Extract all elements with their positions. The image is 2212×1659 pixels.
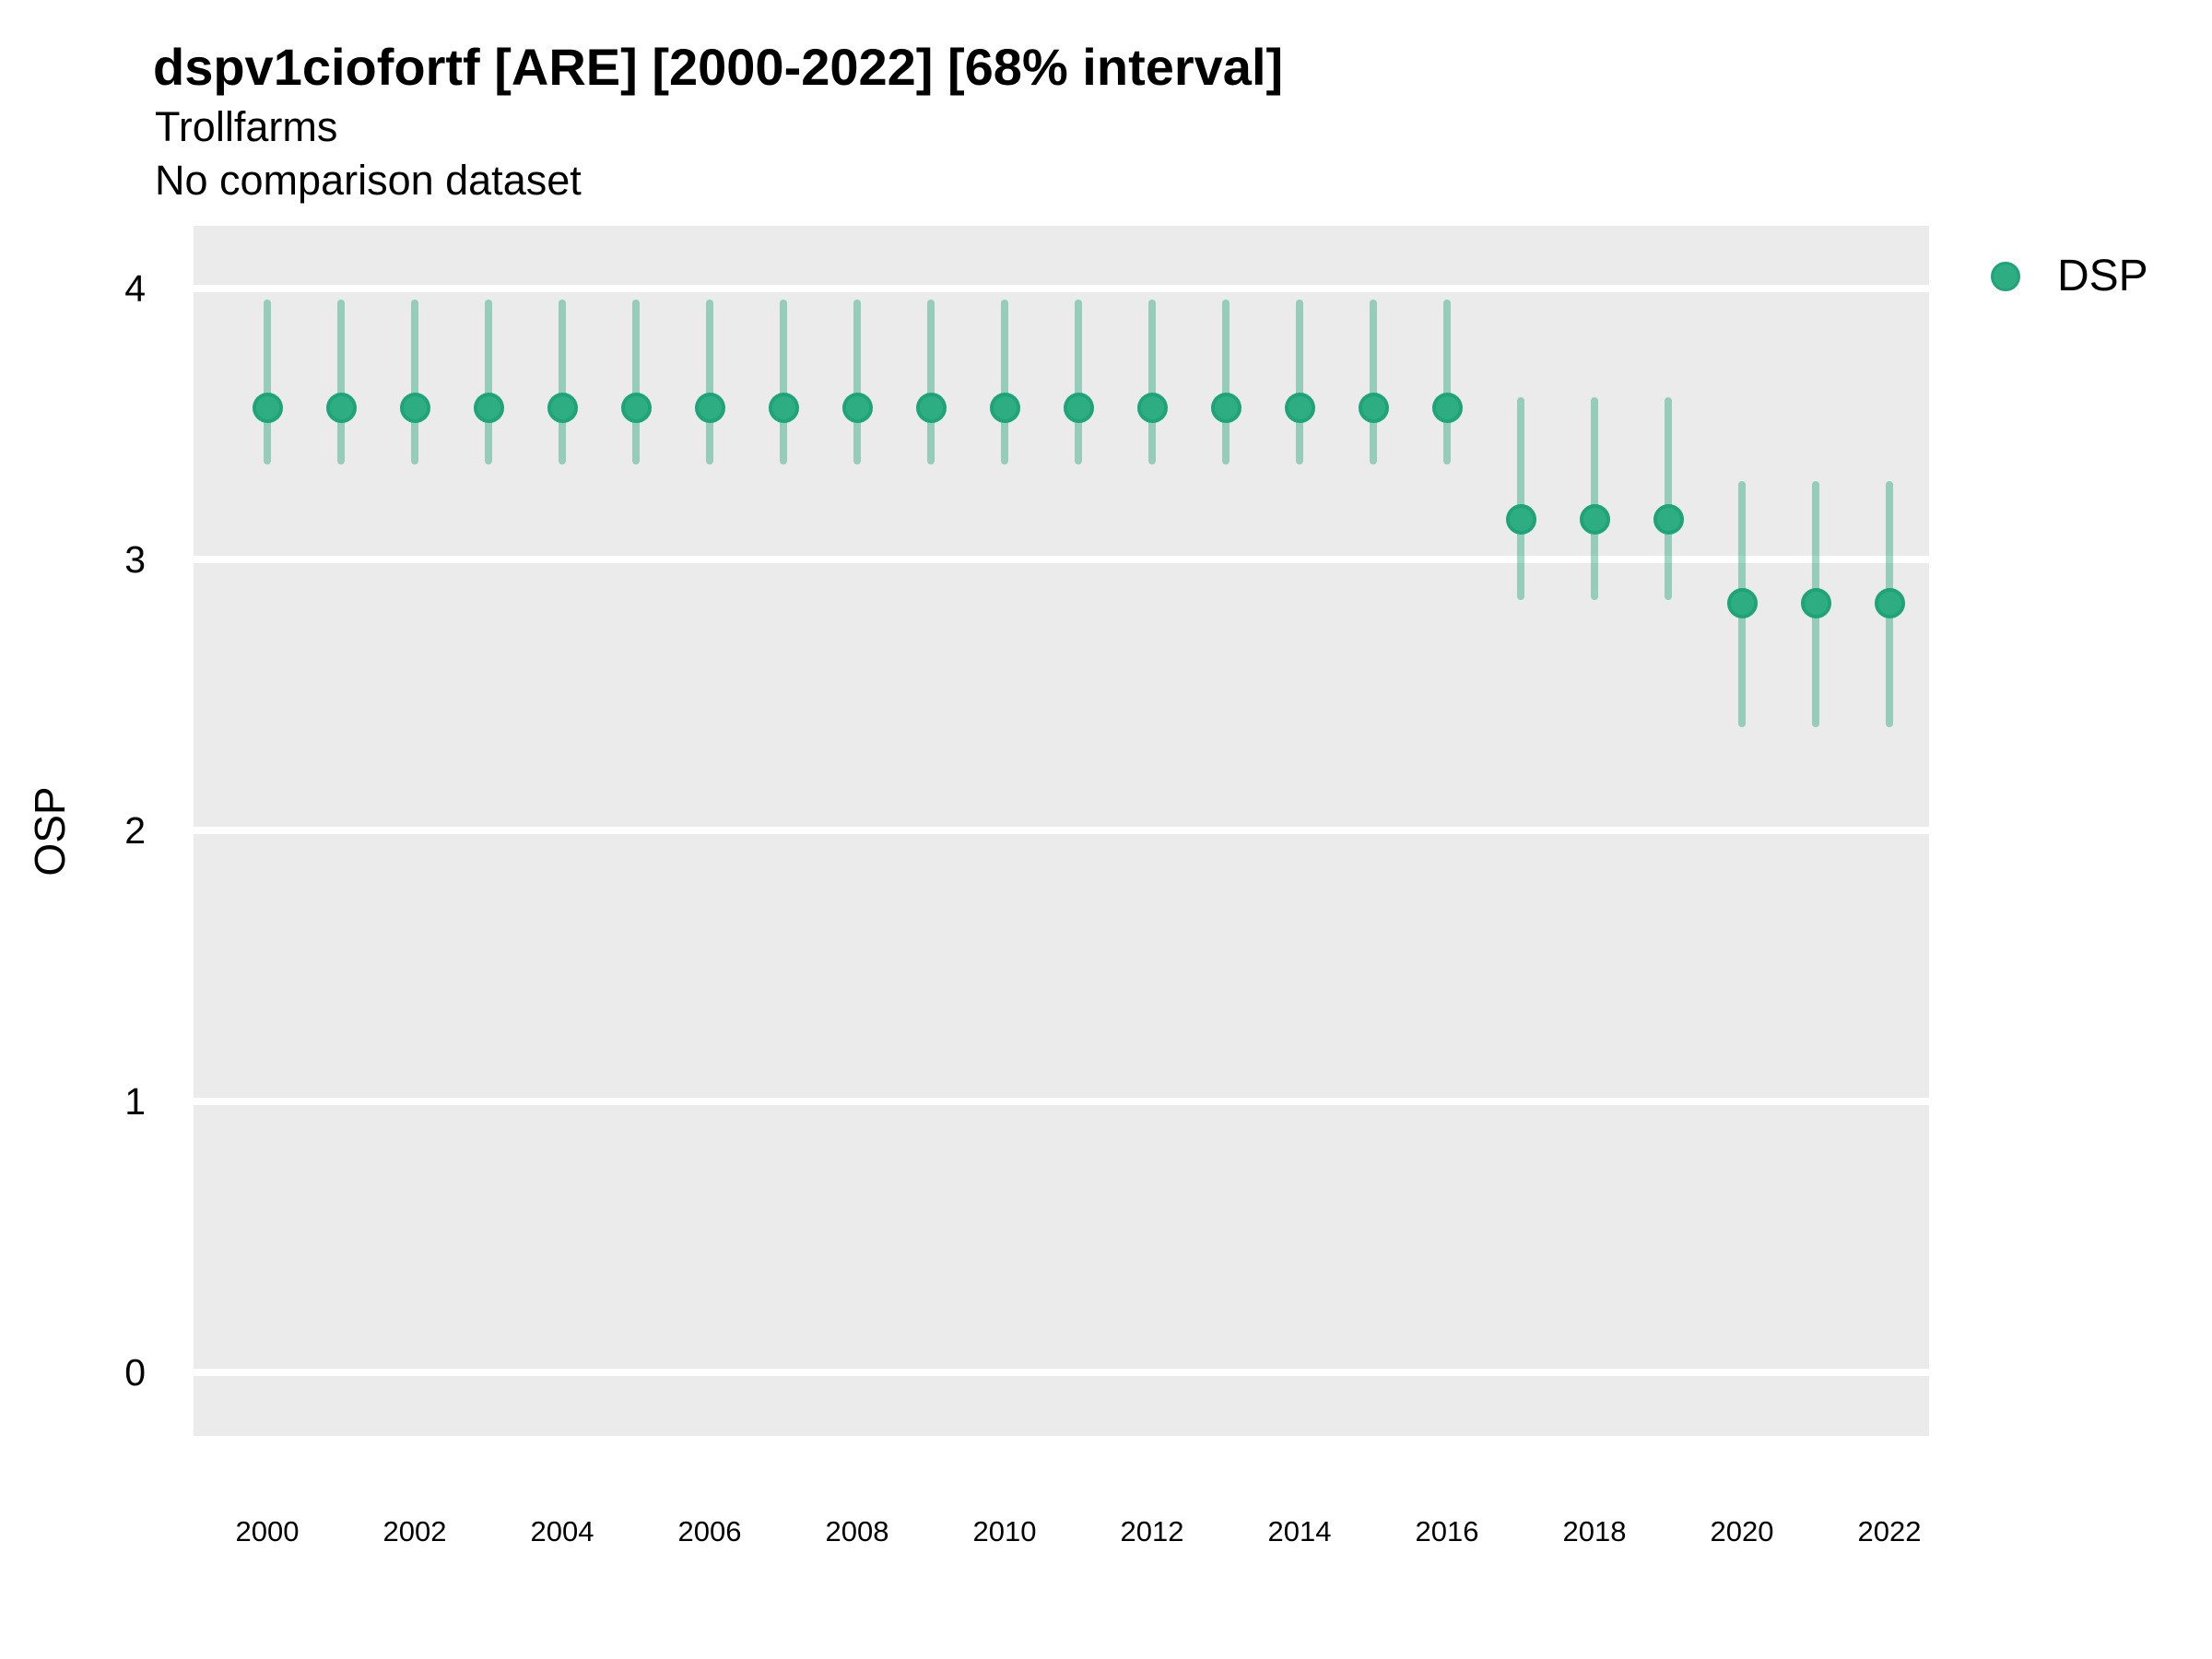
interval-line-2013 bbox=[1222, 299, 1230, 465]
point-estimate-2009 bbox=[915, 393, 947, 424]
interval-line-2011 bbox=[1075, 299, 1082, 465]
chart-panel bbox=[194, 226, 1929, 1436]
interval-line-2018 bbox=[1591, 396, 1598, 601]
interval-line-2017 bbox=[1517, 396, 1524, 601]
point-estimate-2018 bbox=[1579, 503, 1610, 535]
point-estimate-2006 bbox=[694, 393, 725, 424]
point-estimate-2021 bbox=[1800, 587, 1831, 618]
point-estimate-2012 bbox=[1136, 393, 1168, 424]
point-estimate-2011 bbox=[1063, 393, 1094, 424]
point-estimate-2015 bbox=[1358, 393, 1389, 424]
x-tick-label-2020: 2020 bbox=[1710, 1515, 1774, 1547]
point-estimate-2022 bbox=[1874, 587, 1905, 618]
point-estimate-2002 bbox=[399, 393, 430, 424]
x-tick-label-2002: 2002 bbox=[382, 1515, 447, 1547]
point-estimate-2000 bbox=[252, 393, 283, 424]
interval-line-2009 bbox=[927, 299, 935, 465]
interval-line-2000 bbox=[264, 299, 271, 465]
point-estimate-2001 bbox=[325, 393, 357, 424]
x-tick-label-2000: 2000 bbox=[235, 1515, 300, 1547]
x-tick-label-2006: 2006 bbox=[677, 1515, 742, 1547]
point-estimate-2013 bbox=[1210, 393, 1241, 424]
point-estimate-2017 bbox=[1505, 503, 1536, 535]
interval-line-2004 bbox=[559, 299, 566, 465]
interval-line-2008 bbox=[853, 299, 861, 465]
point-estimate-2003 bbox=[473, 393, 504, 424]
y-tick-label-0: 0 bbox=[124, 1351, 146, 1394]
interval-line-2002 bbox=[411, 299, 418, 465]
x-tick-label-2022: 2022 bbox=[1857, 1515, 1922, 1547]
interval-line-2001 bbox=[337, 299, 345, 465]
point-estimate-2008 bbox=[841, 393, 873, 424]
x-tick-label-2012: 2012 bbox=[1120, 1515, 1184, 1547]
gridline-y-3 bbox=[194, 556, 1929, 564]
plot-subtitle-line2: No comparison dataset bbox=[155, 157, 582, 204]
y-tick-label-3: 3 bbox=[124, 538, 146, 582]
interval-line-2012 bbox=[1148, 299, 1156, 465]
legend-label: DSP bbox=[2057, 252, 2148, 300]
legend-point-icon bbox=[1991, 262, 2020, 291]
plot-title: dspv1ciofortf [ARE] [2000-2022] [68% int… bbox=[153, 38, 1284, 96]
legend: DSP bbox=[1991, 254, 2148, 299]
gridline-y-0 bbox=[194, 1369, 1929, 1377]
y-tick-label-1: 1 bbox=[124, 1080, 146, 1124]
interval-line-2016 bbox=[1443, 299, 1451, 465]
interval-line-2010 bbox=[1001, 299, 1008, 465]
interval-line-2015 bbox=[1370, 299, 1377, 465]
point-estimate-2020 bbox=[1726, 587, 1758, 618]
y-tick-label-2: 2 bbox=[124, 809, 146, 853]
point-estimate-2014 bbox=[1284, 393, 1315, 424]
x-tick-label-2016: 2016 bbox=[1415, 1515, 1479, 1547]
point-estimate-2004 bbox=[547, 393, 578, 424]
interval-line-2019 bbox=[1665, 396, 1672, 601]
x-tick-label-2008: 2008 bbox=[825, 1515, 889, 1547]
point-estimate-2016 bbox=[1431, 393, 1463, 424]
interval-line-2006 bbox=[706, 299, 713, 465]
gridline-y-1 bbox=[194, 1098, 1929, 1106]
x-tick-label-2004: 2004 bbox=[530, 1515, 594, 1547]
gridline-y-4 bbox=[194, 285, 1929, 293]
x-tick-label-2010: 2010 bbox=[972, 1515, 1037, 1547]
point-estimate-2007 bbox=[768, 393, 799, 424]
x-tick-label-2018: 2018 bbox=[1562, 1515, 1627, 1547]
interval-line-2003 bbox=[485, 299, 492, 465]
interval-line-2005 bbox=[632, 299, 640, 465]
point-estimate-2010 bbox=[989, 393, 1020, 424]
y-tick-label-4: 4 bbox=[124, 267, 146, 311]
point-estimate-2019 bbox=[1653, 503, 1684, 535]
interval-line-2007 bbox=[780, 299, 787, 465]
gridline-y-2 bbox=[194, 827, 1929, 835]
x-tick-label-2014: 2014 bbox=[1267, 1515, 1332, 1547]
interval-line-2014 bbox=[1296, 299, 1303, 465]
plot-subtitle-line1: Trollfarms bbox=[155, 103, 338, 150]
point-estimate-2005 bbox=[620, 393, 652, 424]
